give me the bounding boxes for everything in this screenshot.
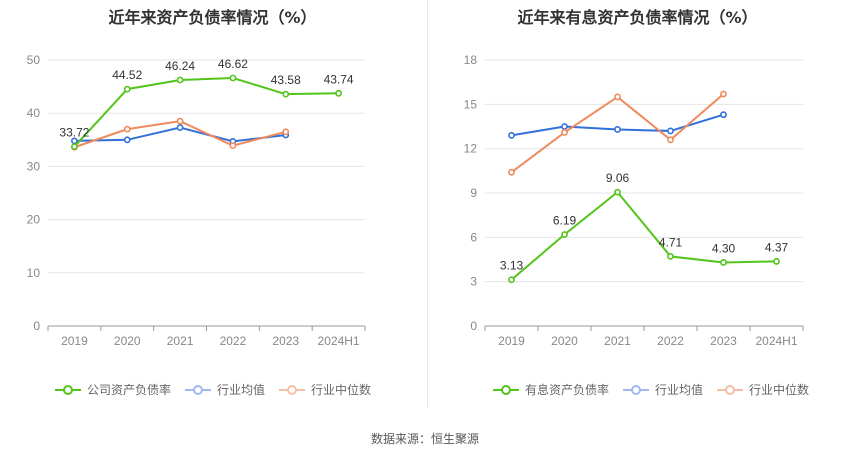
left-y-tick-label: 50 xyxy=(27,53,41,67)
right-series-point-2 xyxy=(508,168,515,176)
left-series-point-2 xyxy=(282,128,290,136)
right-series-line-2 xyxy=(510,93,725,174)
right-series-point-0 xyxy=(561,231,568,238)
right-data-label: 3.13 xyxy=(500,259,524,273)
left-y-tick-label: 0 xyxy=(33,319,40,333)
right-series-point-0 xyxy=(720,259,727,266)
legend-item-industry-median-2[interactable]: 行业中位数 xyxy=(717,381,809,398)
legend-item-interest-ratio[interactable]: 有息资产负债率 xyxy=(493,381,609,398)
left-series-point-0 xyxy=(176,76,184,84)
right-series-line-1 xyxy=(511,113,724,137)
left-data-label: 33.72 xyxy=(59,126,89,140)
right-data-label: 4.30 xyxy=(712,241,736,255)
left-series-point-2 xyxy=(176,117,184,125)
left-x-tick-label: 2023 xyxy=(272,334,299,348)
left-line-chart: 0 10 20 30 40 50 2019 2020 2021 2022 2023 2024H1 33.… xyxy=(27,53,366,348)
right-x-tick-label: 2024H1 xyxy=(755,334,797,348)
left-series-point-2 xyxy=(229,142,237,150)
legend-swatch-median-2 xyxy=(717,384,744,395)
right-series-line-0 xyxy=(510,190,777,281)
left-data-label: 43.58 xyxy=(271,73,301,87)
left-series-line-0 xyxy=(73,76,339,148)
right-series-point-1 xyxy=(720,111,727,119)
legend-swatch-interest xyxy=(493,384,519,395)
left-series-point-0 xyxy=(71,143,78,151)
right-x-tick-label: 2019 xyxy=(498,334,525,348)
right-x-tick-label: 2022 xyxy=(657,334,684,348)
right-y-tick-label: 9 xyxy=(470,186,477,200)
right-series-point-0 xyxy=(508,276,515,284)
right-chart-legend: 有息资产负债率 行业均值 行业中位数 xyxy=(493,381,809,398)
legend-label-median: 行业中位数 xyxy=(311,383,372,397)
data-source-note: 数据来源：恒生聚源 xyxy=(370,432,479,446)
left-y-tick-label: 40 xyxy=(27,106,41,120)
left-series-point-1 xyxy=(123,136,131,144)
legend-swatch-company xyxy=(55,384,81,395)
legend-item-industry-avg-2[interactable]: 行业均值 xyxy=(623,381,703,398)
left-x-tick-label: 2024H1 xyxy=(318,334,360,348)
right-series-point-2 xyxy=(667,136,674,144)
left-x-tick-label: 2020 xyxy=(114,334,141,348)
left-series-point-0 xyxy=(335,89,342,97)
right-series-point-1 xyxy=(508,131,515,139)
left-chart-legend: 公司资产负债率 行业均值 行业中位数 xyxy=(55,381,371,398)
legend-label-avg: 行业均值 xyxy=(217,383,266,397)
right-data-label: 6.19 xyxy=(553,214,577,228)
left-chart-title: 近年来资产负债率情况（%） xyxy=(108,8,317,27)
right-series-point-0 xyxy=(773,258,780,265)
right-y-tick-label: 18 xyxy=(464,53,478,67)
legend-item-company-ratio[interactable]: 公司资产负债率 xyxy=(55,381,171,398)
right-series-point-1 xyxy=(561,123,568,130)
right-x-tick-label: 2020 xyxy=(551,334,578,348)
left-y-tick-label: 20 xyxy=(27,213,41,227)
right-y-tick-label: 6 xyxy=(470,230,477,244)
left-data-label: 46.62 xyxy=(218,57,248,71)
right-series-point-1 xyxy=(614,126,621,133)
chart-divider xyxy=(427,0,428,408)
left-series-point-0 xyxy=(282,90,290,98)
right-series-point-1 xyxy=(667,127,674,135)
right-data-label: 4.37 xyxy=(765,240,789,254)
legend-item-industry-avg[interactable]: 行业均值 xyxy=(185,381,265,398)
left-x-tick-label: 2022 xyxy=(220,334,247,348)
legend-label-median-2: 行业中位数 xyxy=(749,383,810,397)
left-x-tick-label: 2021 xyxy=(167,334,194,348)
right-y-tick-label: 12 xyxy=(464,142,478,156)
right-y-tick-label: 3 xyxy=(470,275,477,289)
right-y-tick-label: 0 xyxy=(470,319,477,333)
left-series-point-0 xyxy=(229,74,237,82)
legend-swatch-avg xyxy=(185,384,212,395)
left-series-point-0 xyxy=(123,85,131,93)
right-x-tick-label: 2023 xyxy=(710,334,737,348)
left-x-tick-label: 2019 xyxy=(61,334,88,348)
left-data-label: 43.74 xyxy=(324,72,354,86)
left-y-tick-label: 30 xyxy=(27,159,41,173)
right-data-label: 4.71 xyxy=(659,235,683,249)
right-x-tick-label: 2021 xyxy=(604,334,631,348)
left-y-tick-label: 10 xyxy=(27,266,41,280)
left-data-label: 44.52 xyxy=(112,68,142,82)
right-series-point-0 xyxy=(614,188,621,196)
right-series-point-2 xyxy=(614,93,621,101)
legend-swatch-avg-2 xyxy=(623,384,650,395)
legend-label-company: 公司资产负债率 xyxy=(87,383,172,397)
legend-item-industry-median[interactable]: 行业中位数 xyxy=(279,381,371,398)
right-series-point-2 xyxy=(720,90,727,98)
left-series-point-2 xyxy=(123,125,131,133)
right-data-label: 9.06 xyxy=(606,171,630,185)
legend-swatch-median xyxy=(279,384,306,395)
left-data-label: 46.24 xyxy=(165,59,195,73)
right-series-point-2 xyxy=(561,129,568,136)
legend-label-avg-2: 行业均值 xyxy=(655,383,704,397)
right-y-tick-label: 15 xyxy=(464,97,478,111)
legend-label-interest: 有息资产负债率 xyxy=(525,383,610,397)
right-chart-title: 近年来有息资产负债率情况（%） xyxy=(517,8,758,27)
right-series-point-0 xyxy=(667,252,674,260)
left-series-point-1 xyxy=(176,124,184,131)
